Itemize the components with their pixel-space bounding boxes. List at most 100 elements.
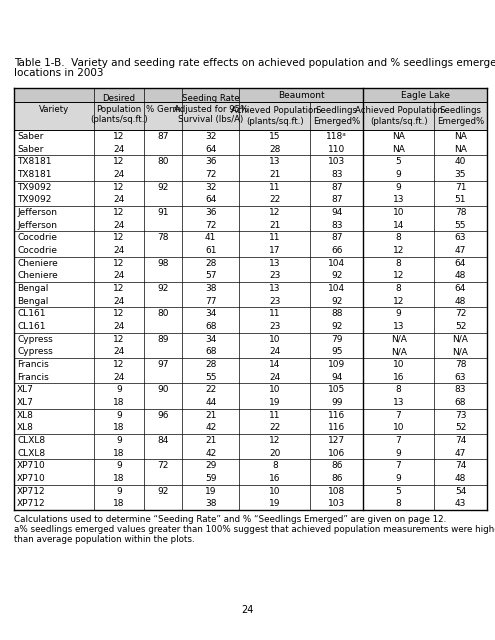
Text: 66: 66: [331, 246, 343, 255]
Text: 8: 8: [396, 259, 401, 268]
Text: 12: 12: [113, 157, 125, 166]
Text: 24: 24: [113, 221, 125, 230]
Text: 104: 104: [328, 284, 346, 293]
Text: 36: 36: [205, 157, 216, 166]
Text: 44: 44: [205, 398, 216, 407]
Text: 9: 9: [396, 170, 401, 179]
Text: 12: 12: [269, 208, 281, 217]
Text: Francis: Francis: [17, 372, 49, 381]
Text: 12: 12: [113, 335, 125, 344]
Text: 61: 61: [205, 246, 216, 255]
Text: 10: 10: [393, 423, 404, 432]
Text: 94: 94: [331, 372, 343, 381]
Text: 9: 9: [396, 449, 401, 458]
Text: Eagle Lake: Eagle Lake: [400, 90, 449, 99]
Text: 92: 92: [331, 296, 343, 305]
Text: 12: 12: [113, 259, 125, 268]
Text: 80: 80: [157, 157, 169, 166]
Text: 72: 72: [157, 461, 169, 470]
Text: 87: 87: [331, 182, 343, 191]
Text: 74: 74: [455, 436, 466, 445]
Text: Bengal: Bengal: [17, 284, 49, 293]
Text: Jefferson: Jefferson: [17, 221, 57, 230]
Text: 24: 24: [113, 195, 125, 204]
Text: 28: 28: [269, 145, 281, 154]
Text: 106: 106: [328, 449, 346, 458]
Text: 41: 41: [205, 233, 216, 242]
Text: 63: 63: [455, 233, 466, 242]
Text: Cocodrie: Cocodrie: [17, 233, 57, 242]
Text: 18: 18: [113, 398, 125, 407]
Text: 21: 21: [269, 170, 281, 179]
Text: 28: 28: [205, 360, 216, 369]
Text: 10: 10: [269, 486, 281, 495]
Text: 91: 91: [157, 208, 169, 217]
Text: 9: 9: [396, 309, 401, 318]
Text: 11: 11: [269, 309, 281, 318]
Text: 83: 83: [331, 221, 343, 230]
Text: NA: NA: [454, 132, 467, 141]
Text: 18: 18: [113, 449, 125, 458]
Text: 87: 87: [157, 132, 169, 141]
Text: TX8181: TX8181: [17, 157, 51, 166]
Text: 5: 5: [396, 157, 401, 166]
Text: 23: 23: [269, 271, 281, 280]
Text: TX9092: TX9092: [17, 195, 51, 204]
Text: 86: 86: [331, 474, 343, 483]
Text: 95: 95: [331, 347, 343, 356]
Text: Bengal: Bengal: [17, 296, 49, 305]
Text: 48: 48: [455, 271, 466, 280]
Text: 13: 13: [393, 322, 404, 331]
Text: 92: 92: [157, 182, 169, 191]
Text: 24: 24: [113, 246, 125, 255]
Text: 12: 12: [113, 360, 125, 369]
Text: XL7: XL7: [17, 398, 34, 407]
Text: 7: 7: [396, 410, 401, 419]
Text: 42: 42: [205, 423, 216, 432]
Text: Desired
Population
(plants/sq.ft.): Desired Population (plants/sq.ft.): [90, 94, 148, 124]
Text: 11: 11: [269, 410, 281, 419]
Text: TX8181: TX8181: [17, 170, 51, 179]
Text: 97: 97: [157, 360, 169, 369]
Text: 36: 36: [205, 208, 216, 217]
Text: 88: 88: [331, 309, 343, 318]
Text: 22: 22: [205, 385, 216, 394]
Text: 19: 19: [269, 398, 281, 407]
Text: 52: 52: [455, 423, 466, 432]
Text: 116: 116: [328, 423, 346, 432]
Text: 78: 78: [157, 233, 169, 242]
Text: 21: 21: [205, 410, 216, 419]
Text: 98: 98: [157, 259, 169, 268]
Text: 9: 9: [116, 410, 122, 419]
Text: XP710: XP710: [17, 474, 46, 483]
Text: 12: 12: [113, 132, 125, 141]
Text: 24: 24: [113, 372, 125, 381]
Text: 48: 48: [455, 296, 466, 305]
Text: 22: 22: [269, 423, 281, 432]
Text: 78: 78: [455, 208, 466, 217]
Text: NA: NA: [392, 145, 405, 154]
Text: 64: 64: [205, 145, 216, 154]
Text: 96: 96: [157, 410, 169, 419]
Text: 28: 28: [205, 259, 216, 268]
Text: 68: 68: [205, 347, 216, 356]
Text: 68: 68: [455, 398, 466, 407]
Text: XL8: XL8: [17, 410, 34, 419]
Text: 74: 74: [455, 461, 466, 470]
Text: 16: 16: [393, 372, 404, 381]
Text: 63: 63: [455, 372, 466, 381]
Text: Beaumont: Beaumont: [278, 90, 325, 99]
Text: 94: 94: [331, 208, 343, 217]
Text: NA: NA: [454, 145, 467, 154]
Text: 103: 103: [328, 499, 346, 508]
Text: 13: 13: [393, 398, 404, 407]
Text: 10: 10: [393, 208, 404, 217]
Text: 79: 79: [331, 335, 343, 344]
Text: Cypress: Cypress: [17, 347, 53, 356]
Text: 35: 35: [455, 170, 466, 179]
Text: 12: 12: [113, 284, 125, 293]
Text: Cocodrie: Cocodrie: [17, 246, 57, 255]
Text: 10: 10: [393, 360, 404, 369]
Text: 11: 11: [269, 182, 281, 191]
Bar: [14, 102, 487, 130]
